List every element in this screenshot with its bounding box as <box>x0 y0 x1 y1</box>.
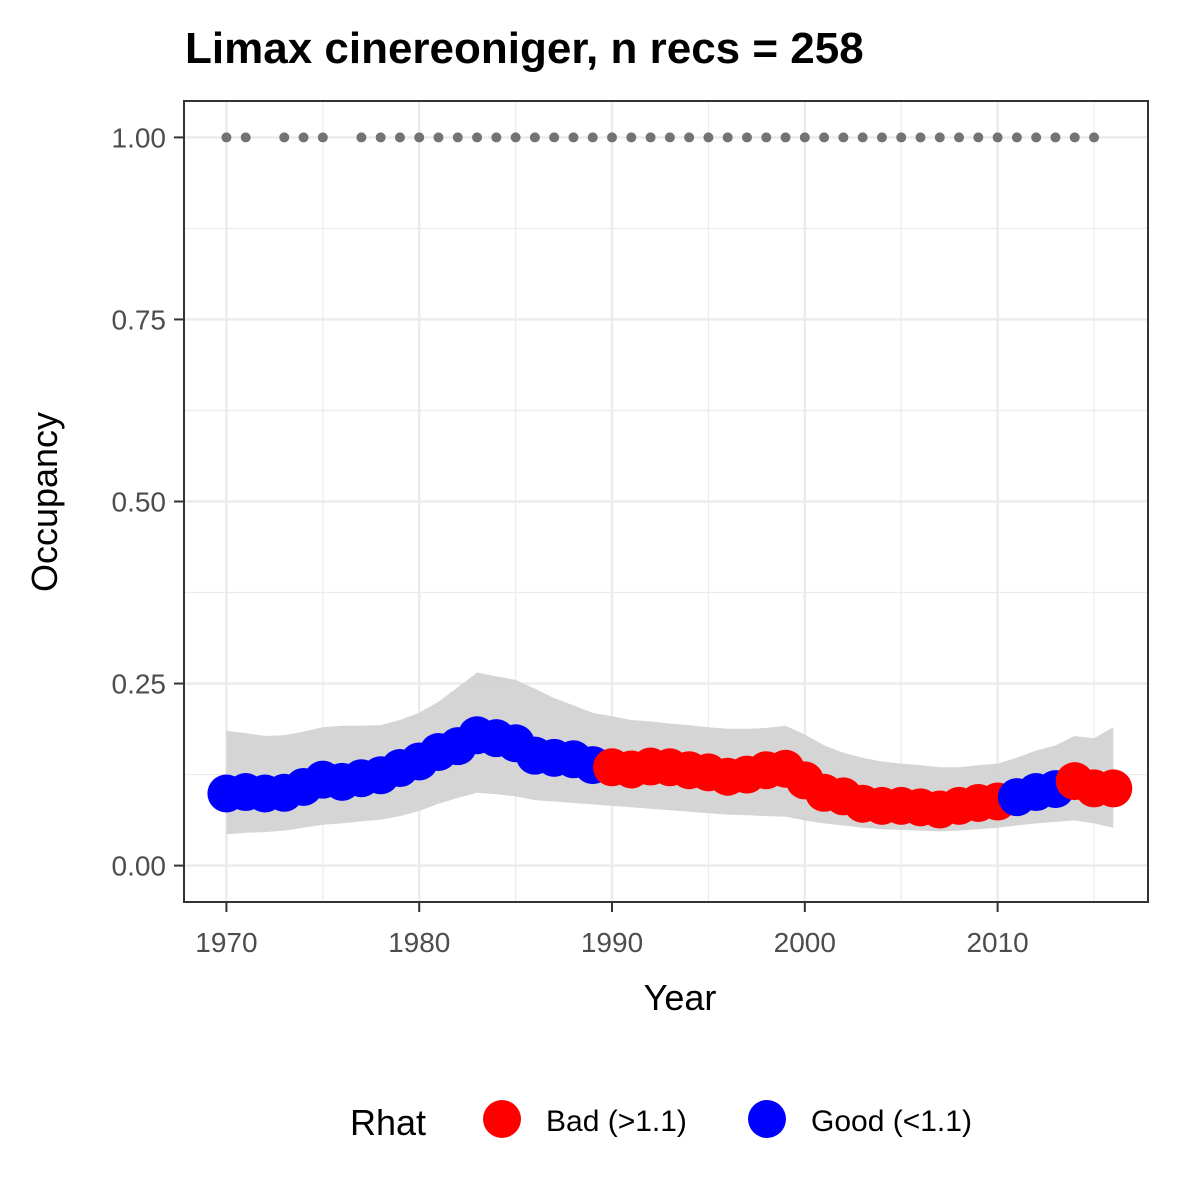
legend-swatch-bad <box>483 1100 521 1138</box>
record-dot <box>857 132 868 143</box>
record-dot <box>279 132 290 143</box>
y-tick-label: 1.00 <box>112 122 167 153</box>
record-dot <box>741 132 752 143</box>
legend-label-good: Good (<1.1) <box>811 1105 972 1138</box>
x-tick-label: 2010 <box>966 927 1028 958</box>
record-dot <box>607 132 618 143</box>
x-tick-label: 1970 <box>195 927 257 958</box>
record-dot <box>896 132 907 143</box>
record-dot <box>298 132 309 143</box>
legend-swatch-good <box>748 1100 786 1138</box>
record-dot <box>240 132 251 143</box>
record-dot <box>568 132 579 143</box>
record-dot <box>394 132 405 143</box>
record-dot <box>1069 132 1080 143</box>
record-dot <box>954 132 965 143</box>
record-dot <box>1031 132 1042 143</box>
record-dot <box>491 132 502 143</box>
x-axis-title: Year <box>644 977 717 1018</box>
record-dot <box>973 132 984 143</box>
record-dot <box>799 132 810 143</box>
record-dot <box>626 132 637 143</box>
chart-title: Limax cinereoniger, n recs = 258 <box>185 24 864 73</box>
record-dots-group <box>221 132 1100 143</box>
axes-group: 1970 1980 1990 2000 2010 0.00 0.25 0.50 0.75 1.00 <box>112 122 1029 958</box>
record-dot <box>529 132 540 143</box>
y-axis-title: Occupancy <box>24 412 65 592</box>
occupancy-points-group <box>207 716 1133 829</box>
record-dot <box>703 132 714 143</box>
record-dot <box>838 132 849 143</box>
record-dot <box>819 132 830 143</box>
y-tick-label: 0.50 <box>112 487 167 518</box>
y-tick-label: 0.75 <box>112 304 167 335</box>
record-dot <box>684 132 695 143</box>
record-dot <box>1089 132 1100 143</box>
record-dot <box>510 132 521 143</box>
legend: Rhat Bad (>1.1) Good (<1.1) <box>350 1100 972 1143</box>
record-dot <box>356 132 367 143</box>
record-dot <box>221 132 232 143</box>
record-dot <box>375 132 386 143</box>
record-dot <box>587 132 598 143</box>
record-dot <box>1011 132 1022 143</box>
record-dot <box>934 132 945 143</box>
record-dot <box>645 132 656 143</box>
record-dot <box>414 132 425 143</box>
record-dot <box>452 132 463 143</box>
record-dot <box>472 132 483 143</box>
x-tick-label: 2000 <box>774 927 836 958</box>
record-dot <box>992 132 1003 143</box>
record-dot <box>433 132 444 143</box>
occupancy-point-bad <box>1094 769 1133 808</box>
record-dot <box>761 132 772 143</box>
legend-label-bad: Bad (>1.1) <box>546 1105 687 1138</box>
record-dot <box>722 132 733 143</box>
record-dot <box>780 132 791 143</box>
record-dot <box>664 132 675 143</box>
x-tick-label: 1990 <box>581 927 643 958</box>
legend-title: Rhat <box>350 1102 426 1143</box>
record-dot <box>876 132 887 143</box>
y-tick-label: 0.00 <box>112 851 167 882</box>
record-dot <box>317 132 328 143</box>
record-dot <box>549 132 560 143</box>
record-dot <box>915 132 926 143</box>
y-tick-label: 0.25 <box>112 669 167 700</box>
x-tick-label: 1980 <box>388 927 450 958</box>
record-dot <box>1050 132 1061 143</box>
